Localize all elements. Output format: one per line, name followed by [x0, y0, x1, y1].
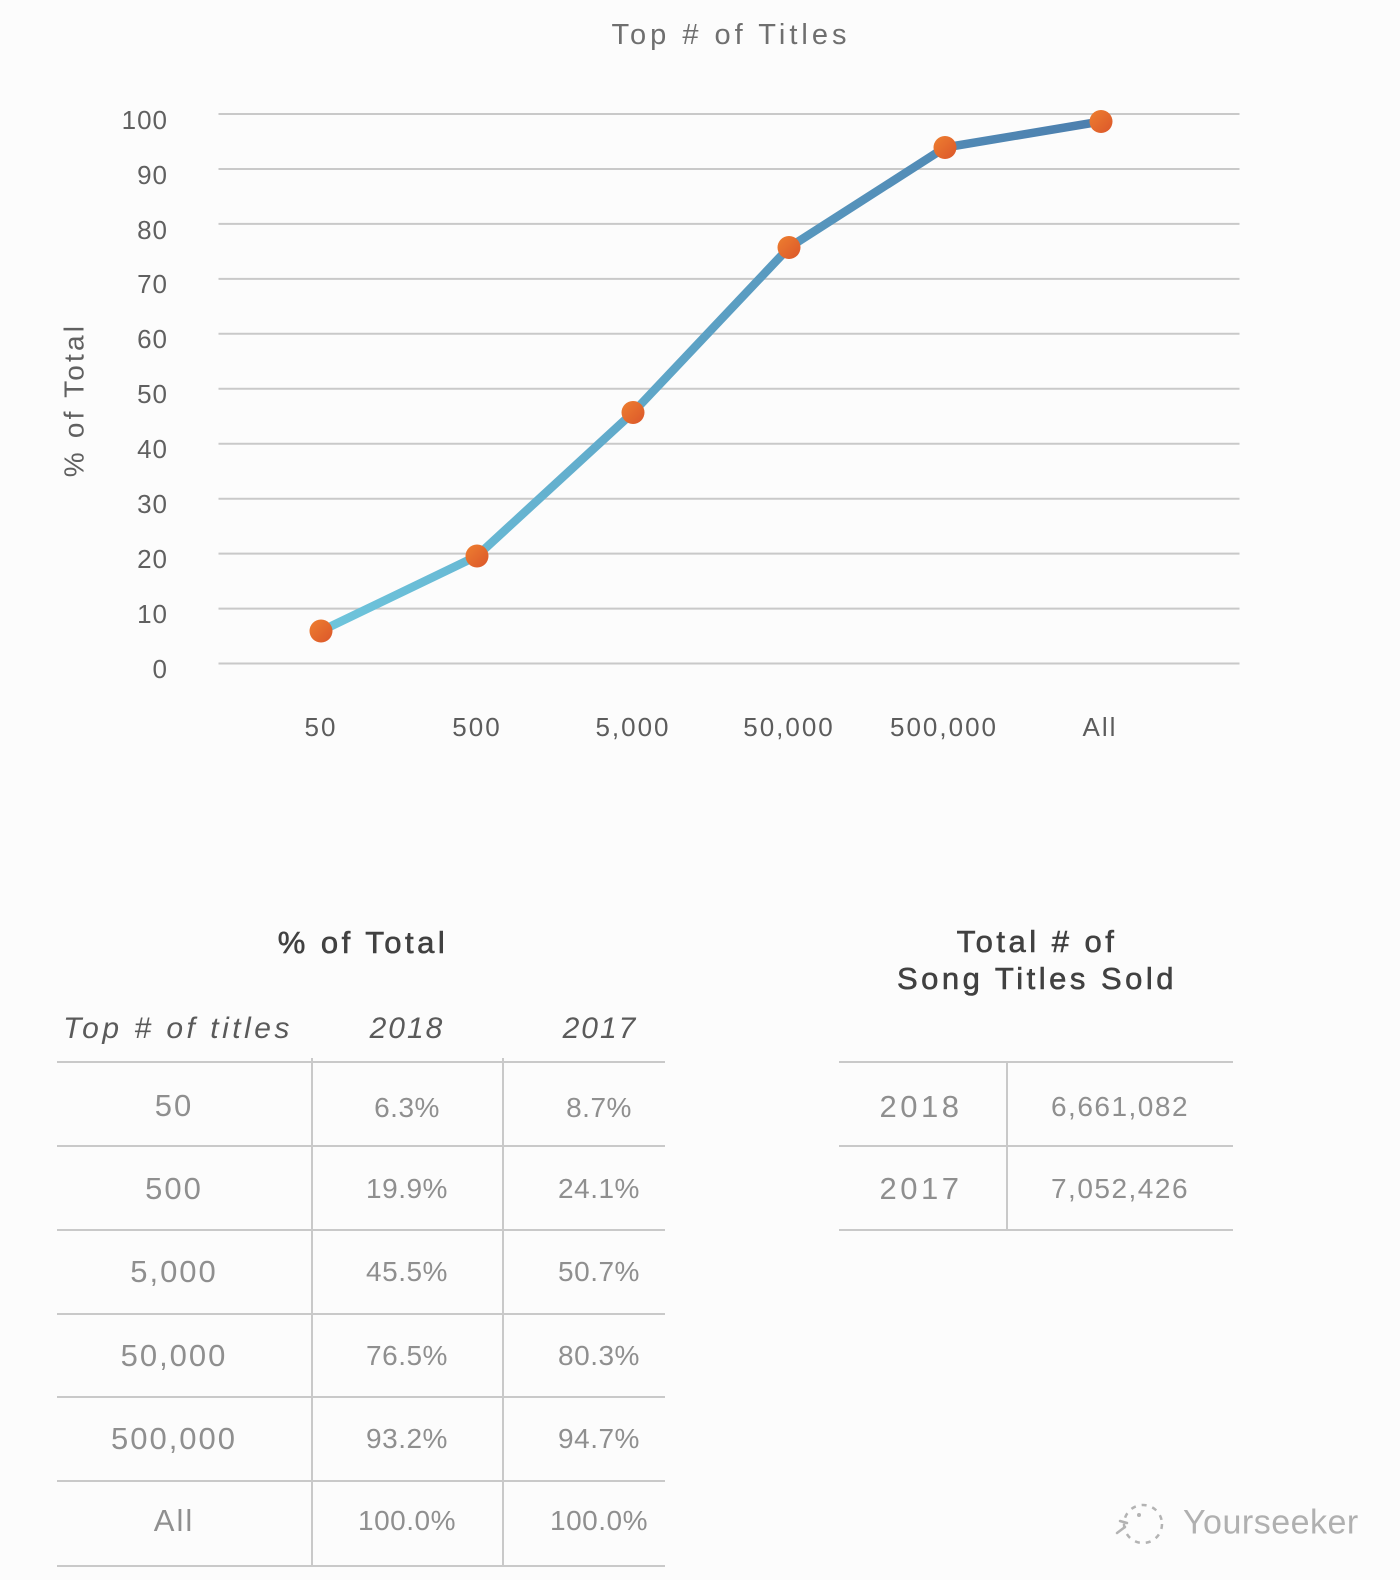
- svg-text:500,000: 500,000: [890, 712, 998, 742]
- svg-text:20: 20: [137, 544, 168, 574]
- svg-text:30: 30: [137, 489, 168, 519]
- svg-text:40: 40: [137, 434, 168, 464]
- svg-text:60: 60: [137, 324, 168, 354]
- svg-text:500: 500: [452, 712, 501, 742]
- svg-text:10: 10: [137, 599, 168, 629]
- svg-text:% of Total: % of Total: [59, 323, 90, 477]
- svg-text:100: 100: [122, 105, 168, 135]
- svg-text:50: 50: [137, 379, 168, 409]
- svg-text:Top # of Titles: Top # of Titles: [612, 19, 851, 51]
- svg-text:80: 80: [137, 215, 168, 245]
- svg-text:50,000: 50,000: [743, 712, 835, 742]
- svg-text:All: All: [1083, 712, 1118, 742]
- svg-text:50: 50: [305, 712, 338, 742]
- svg-text:0: 0: [153, 654, 168, 684]
- svg-text:90: 90: [137, 160, 168, 190]
- svg-text:5,000: 5,000: [595, 712, 670, 742]
- svg-text:70: 70: [137, 269, 168, 299]
